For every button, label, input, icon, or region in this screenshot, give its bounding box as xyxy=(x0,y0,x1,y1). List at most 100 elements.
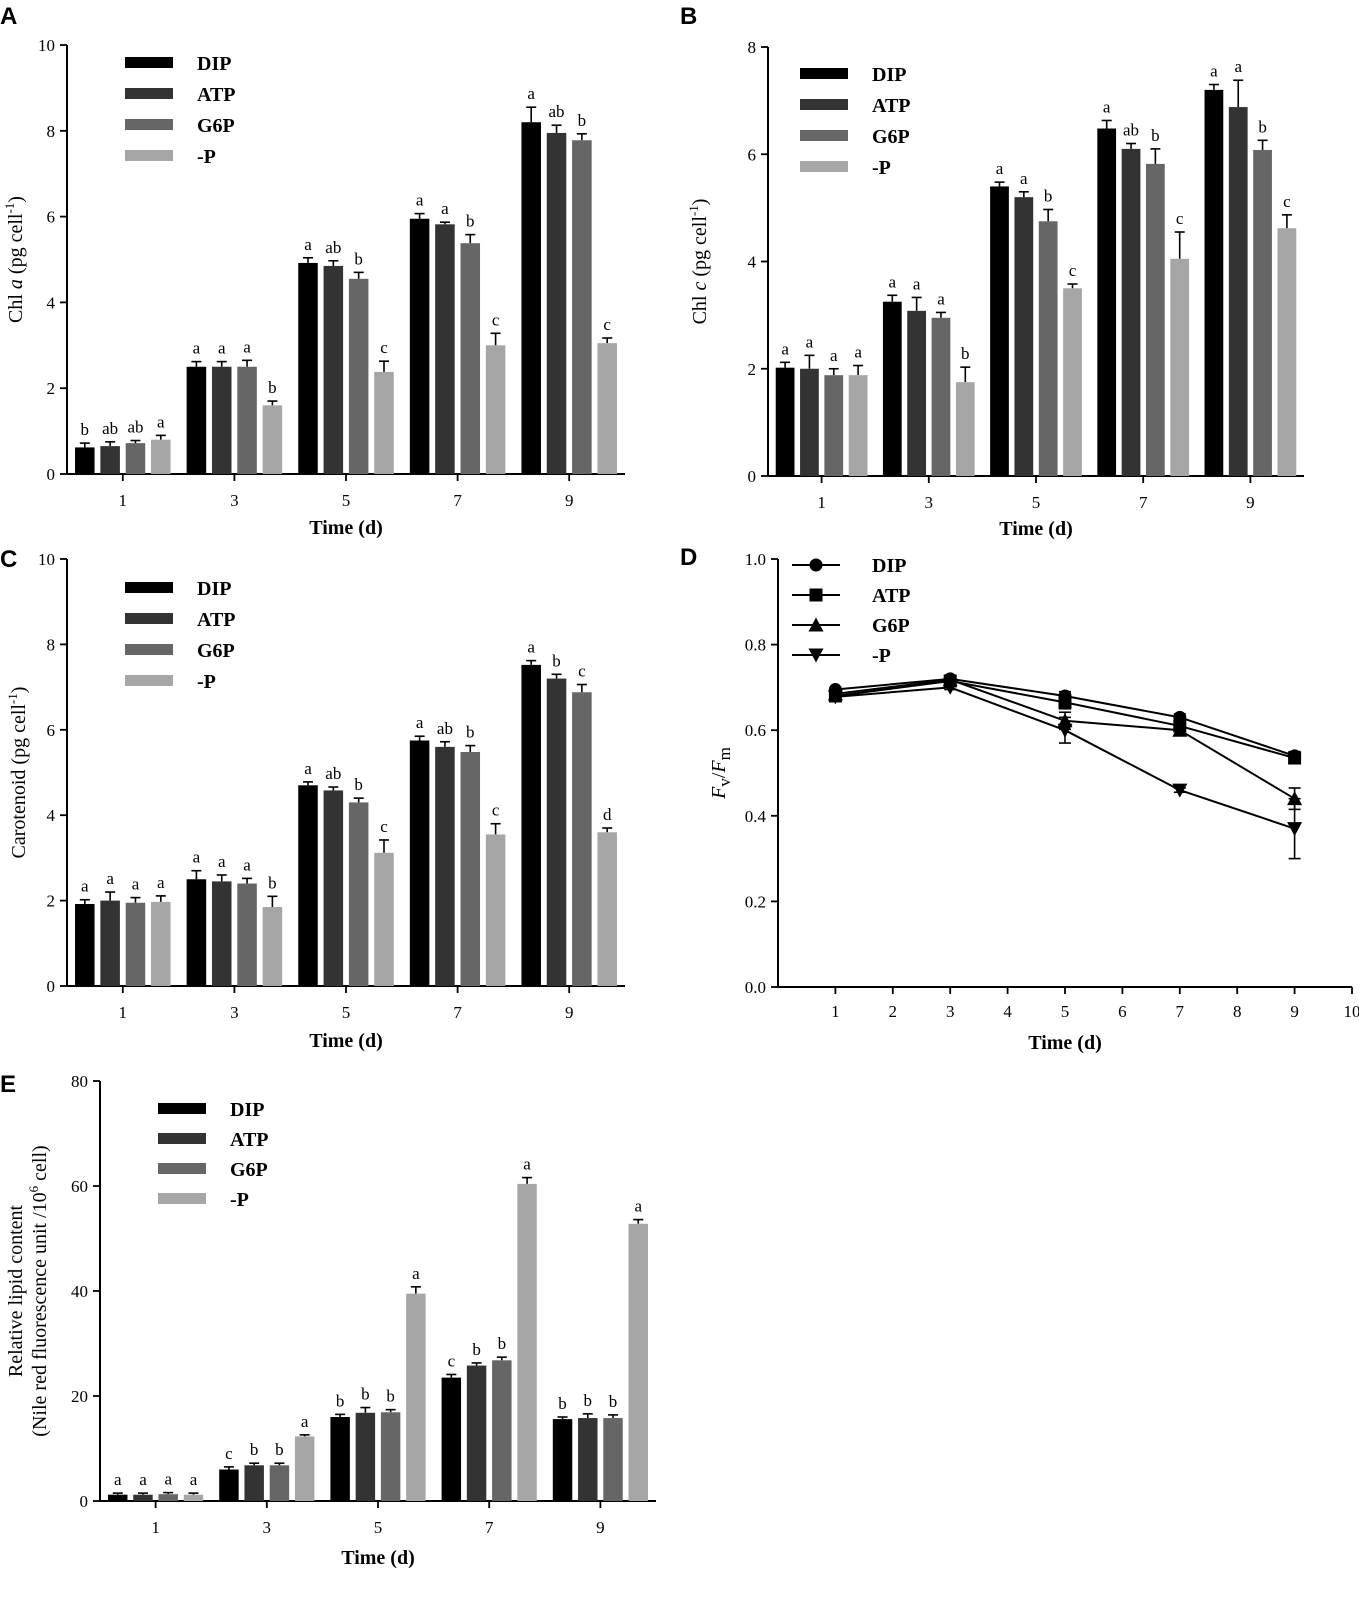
bar-minus-p-day-7 xyxy=(1170,258,1190,476)
legend-label: ATP xyxy=(872,95,911,117)
x-tick-label: 5 xyxy=(374,1518,383,1537)
point-minus-p-day-3 xyxy=(942,680,958,695)
y-tick-label: 0.2 xyxy=(745,892,766,911)
x-tick-label: 9 xyxy=(565,1003,574,1022)
label-part: cell) xyxy=(29,1145,51,1186)
x-tick-label: 5 xyxy=(342,491,351,510)
legend-label: ATP xyxy=(197,609,236,631)
bar-minus-p-day-1 xyxy=(151,901,171,986)
x-tick-label: 6 xyxy=(1118,1002,1127,1021)
x-axis-title: Time (d) xyxy=(309,1030,383,1052)
label-part: v xyxy=(715,778,734,787)
chart-svg-c: C 0 2 4 6 8 10 Time (d) Carotenoid (pg cell-1) 1 a… xyxy=(0,546,625,1052)
x-tick-label: 3 xyxy=(230,491,239,510)
legend-swatch xyxy=(125,57,173,68)
x-tick-label: 7 xyxy=(453,491,462,510)
x-tick-label: 3 xyxy=(925,493,934,512)
significance-label: a xyxy=(854,343,862,362)
y-tick-label: 6 xyxy=(47,721,56,740)
significance-label: ab xyxy=(325,238,341,257)
bar-dip-day-1 xyxy=(75,447,95,474)
significance-label: b xyxy=(578,111,587,130)
bar-minus-p-day-9 xyxy=(597,832,617,986)
y-tick-label: 0.8 xyxy=(745,636,766,655)
bar-dip-day-7 xyxy=(409,218,430,474)
bar-atp-day-5 xyxy=(355,1412,376,1501)
significance-label: a xyxy=(441,199,449,218)
y-tick-label: 4 xyxy=(748,253,757,272)
bar-dip-day-7 xyxy=(441,1377,462,1501)
legend-swatch xyxy=(800,99,848,110)
significance-label: a xyxy=(1020,169,1028,188)
bar-atp-day-1 xyxy=(100,446,120,474)
bar-g6p-day-1 xyxy=(125,443,146,474)
significance-label: ab xyxy=(1123,121,1139,140)
significance-label: b xyxy=(584,1391,593,1410)
legend-label: DIP xyxy=(872,64,906,86)
bar-atp-day-9 xyxy=(546,132,567,474)
bar-g6p-day-5 xyxy=(348,278,369,474)
label-part: -1 xyxy=(5,693,20,704)
label-part: Relative lipid content xyxy=(5,1204,27,1377)
y-tick-label: 2 xyxy=(748,360,757,379)
legend-marker xyxy=(808,617,824,632)
bar-atp-day-9 xyxy=(578,1418,598,1501)
significance-label: a xyxy=(218,339,226,358)
bar-atp-day-7 xyxy=(435,224,455,474)
significance-label: c xyxy=(225,1444,233,1463)
significance-label: a xyxy=(190,1470,198,1489)
y-tick-label: 4 xyxy=(47,293,56,312)
x-tick-label: 5 xyxy=(1032,493,1041,512)
bar-dip-day-7 xyxy=(1097,128,1117,476)
label-part: c xyxy=(689,282,711,291)
bar-dip-day-7 xyxy=(409,740,430,986)
significance-label: c xyxy=(380,338,388,357)
legend-swatch xyxy=(158,1163,206,1174)
bar-g6p-day-9 xyxy=(572,140,592,474)
significance-label: a xyxy=(193,339,201,358)
bar-minus-p-day-5 xyxy=(374,371,394,474)
legend-label: DIP xyxy=(872,555,906,577)
x-tick-label: 7 xyxy=(1139,493,1148,512)
significance-label: a xyxy=(218,852,226,871)
significance-label: b xyxy=(386,1387,395,1406)
y-axis-title: Carotenoid (pg cell-1) xyxy=(5,687,30,859)
legend-label: ATP xyxy=(197,84,236,106)
label-part: 6 xyxy=(26,1185,41,1192)
bar-atp-day-3 xyxy=(244,1465,264,1501)
bar-dip-day-3 xyxy=(882,301,902,476)
bar-dip-day-5 xyxy=(990,186,1009,477)
x-tick-label: 1 xyxy=(831,1002,840,1021)
x-tick-label: 1 xyxy=(151,1518,160,1537)
chart-panel-b: B 0 2 4 6 8 Time (d) Chl c (pg cell-1) 1 a a a a 3 a a a… xyxy=(680,0,1359,545)
significance-label: a xyxy=(157,873,165,892)
bar-atp-day-1 xyxy=(800,368,819,476)
y-tick-label: 0 xyxy=(748,467,757,486)
significance-label: a xyxy=(1210,62,1218,81)
x-tick-label: 4 xyxy=(1003,1002,1012,1021)
significance-label: b xyxy=(81,420,90,439)
x-tick-label: 9 xyxy=(1290,1002,1299,1021)
significance-label: b xyxy=(466,212,475,231)
significance-label: a xyxy=(913,274,921,293)
significance-label: a xyxy=(157,412,165,431)
significance-label: b xyxy=(961,344,970,363)
legend-label: G6P xyxy=(197,640,235,662)
legend-label: DIP xyxy=(230,1099,264,1121)
legend-swatch xyxy=(125,613,173,624)
significance-label: ab xyxy=(549,102,565,121)
significance-label: b xyxy=(466,723,475,742)
legend-swatch xyxy=(125,150,173,161)
bar-g6p-day-3 xyxy=(269,1465,290,1501)
legend-label: -P xyxy=(872,645,891,667)
legend-label: G6P xyxy=(872,615,910,637)
significance-label: b xyxy=(1044,186,1053,205)
significance-label: a xyxy=(416,713,424,732)
bar-minus-p-day-7 xyxy=(485,345,506,474)
legend-swatch xyxy=(125,675,173,686)
bar-atp-day-1 xyxy=(133,1494,153,1501)
x-tick-label: 3 xyxy=(230,1003,239,1022)
significance-label: b xyxy=(354,775,363,794)
